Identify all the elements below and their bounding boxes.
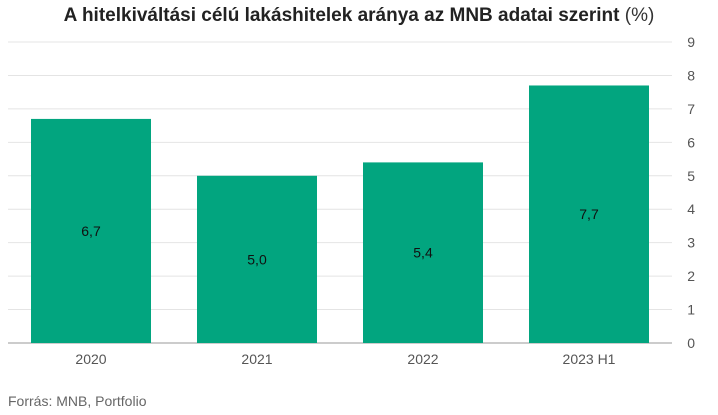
chart-title: A hitelkiváltási célú lakáshitelek arány… [0,5,718,27]
bar [31,118,151,343]
data-label: 7,7 [579,206,599,222]
data-labels: 6,7 5,0 5,4 7,7 [81,206,599,267]
data-label: 5,0 [247,251,267,267]
y-tick-label: 6 [687,134,695,150]
y-tick-label: 4 [687,201,695,217]
y-tick-label: 7 [687,101,695,117]
y-tick-label: 5 [687,168,695,184]
y-tick-label: 1 [687,302,695,318]
x-tick-label: 2021 [241,351,272,367]
data-label: 6,7 [81,223,101,239]
bar [197,175,317,343]
bars [31,85,649,343]
x-axis: 2020 2021 2022 2023 H1 [75,351,615,367]
y-tick-label: 8 [687,67,695,83]
y-tick-label: 0 [687,335,695,351]
chart-title-unit: (%) [624,5,655,26]
bar [529,85,649,343]
y-axis: 0 1 2 3 4 5 6 7 8 9 [687,34,695,351]
x-tick-label: 2022 [407,351,438,367]
x-tick-label: 2023 H1 [563,351,616,367]
source-note: Forrás: MNB, Portfolio [8,393,147,409]
x-tick-label: 2020 [75,351,106,367]
y-tick-label: 2 [687,268,695,284]
y-tick-label: 3 [687,235,695,251]
y-tick-label: 9 [687,34,695,50]
data-label: 5,4 [413,245,433,261]
bar [363,162,483,343]
chart-title-text: A hitelkiváltási célú lakáshitelek arány… [63,5,620,26]
